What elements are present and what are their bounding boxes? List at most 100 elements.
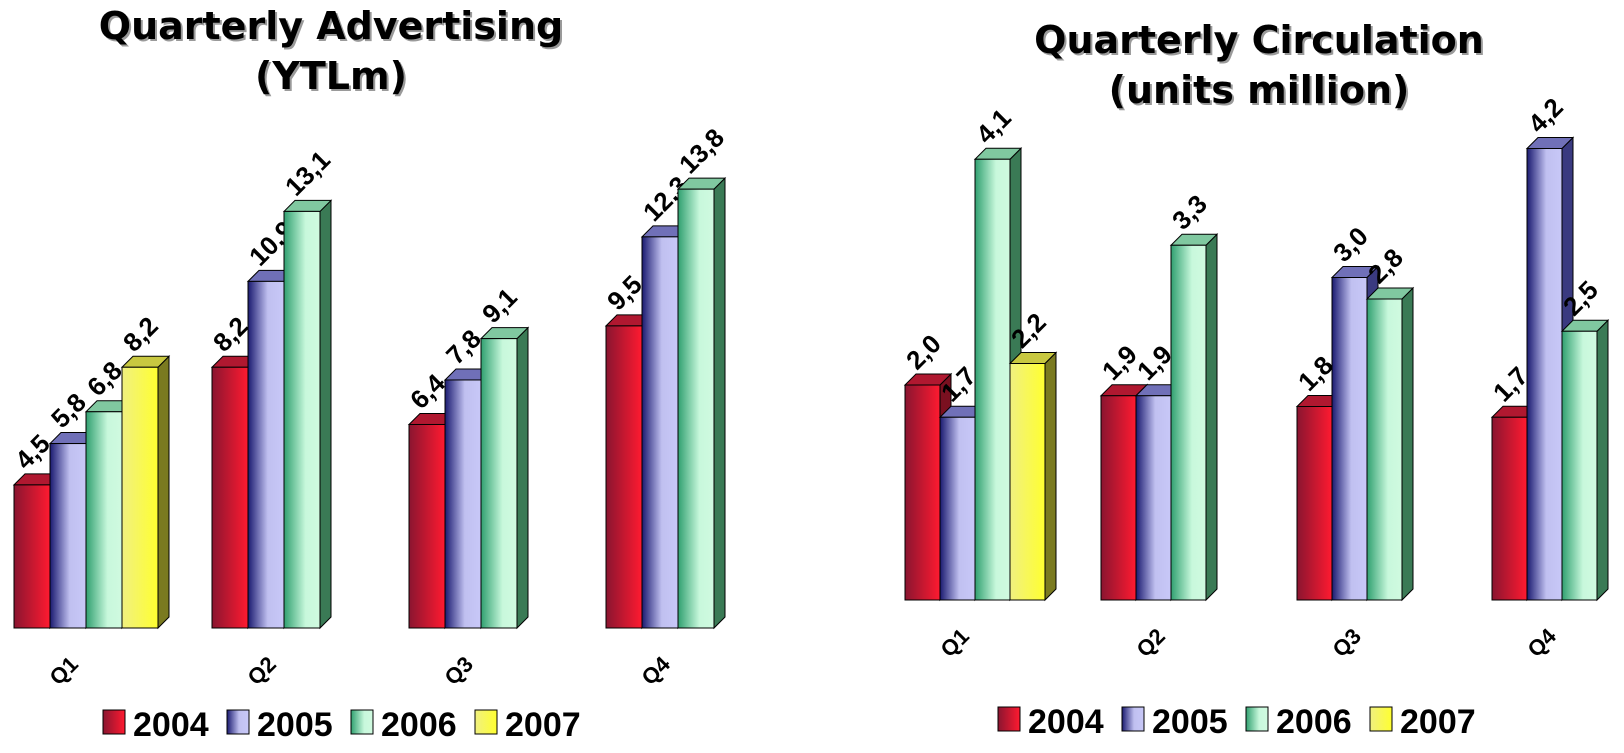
legend-item-2005: 2005	[226, 706, 333, 744]
x-tick-label: Q2	[1131, 623, 1169, 661]
bar-front	[1331, 277, 1368, 601]
bar-front	[1100, 395, 1137, 601]
data-label: 3,3	[1166, 189, 1213, 236]
legend-swatch	[350, 709, 374, 735]
legend-label: 2004	[133, 706, 209, 744]
bar: 8,2	[117, 311, 171, 630]
bar-side	[157, 355, 170, 630]
bar-side	[1044, 351, 1057, 602]
bar-front	[85, 411, 123, 629]
legend-swatch	[1121, 706, 1145, 732]
legend-item-2006: 2006	[350, 706, 457, 744]
legend: 2004 2005 2006 2007	[102, 706, 581, 744]
chart-title-line-1: Quarterly Circulation	[1034, 18, 1484, 62]
data-label: 4,2	[1522, 92, 1569, 139]
legend-label: 2007	[1400, 703, 1476, 741]
legend-swatch	[226, 709, 250, 735]
x-tick-label: Q4	[1522, 623, 1561, 662]
bar: 13,1	[279, 145, 336, 630]
bar-front	[1009, 363, 1046, 601]
bar: 13,8	[673, 122, 730, 630]
bar-front	[211, 366, 249, 629]
chart-title: Quarterly Circulation Quarterly Circulat…	[1034, 18, 1486, 114]
bar-front	[1296, 406, 1333, 601]
bar-side	[1596, 319, 1609, 602]
bar-front	[1491, 416, 1528, 601]
bar-front	[1170, 244, 1207, 601]
bar-front	[904, 384, 941, 601]
legend-item-2007: 2007	[1369, 703, 1476, 741]
x-tick-label: Q3	[1327, 623, 1365, 661]
legend-swatch	[997, 706, 1021, 732]
x-tick-label: Q1	[935, 623, 973, 661]
data-label: 13,1	[279, 145, 336, 202]
bar: 2,8	[1362, 242, 1415, 602]
x-tick-labels: Q1 Q2 Q3 Q4	[44, 651, 675, 690]
bar-front	[605, 325, 643, 629]
legend-swatch	[102, 709, 126, 735]
data-label: 5,8	[45, 387, 92, 434]
legend-swatch	[1245, 706, 1269, 732]
legend-item-2007: 2007	[474, 706, 581, 744]
bar-front	[939, 416, 976, 601]
bar-front	[408, 423, 446, 629]
legend-label: 2004	[1028, 703, 1104, 741]
data-label: 2,0	[900, 328, 947, 375]
legend-label: 2005	[257, 706, 333, 744]
advertising-chart: Quarterly Advertising Quarterly Advertis…	[9, 4, 730, 744]
chart-title-line-2: (YTLm)	[255, 54, 407, 98]
legend-label: 2005	[1152, 703, 1228, 741]
chart-title-line-2: (units million)	[1109, 68, 1410, 112]
x-tick-label: Q3	[439, 651, 477, 689]
bar-front	[1366, 298, 1403, 601]
x-tick-label: Q1	[44, 651, 82, 689]
legend-item-2006: 2006	[1245, 703, 1352, 741]
legend-swatch	[474, 709, 498, 735]
chart-title-line-1: Quarterly Advertising	[99, 4, 563, 48]
data-label: 4,5	[9, 428, 56, 475]
legend-item-2005: 2005	[1121, 703, 1228, 741]
data-label: 7,8	[440, 323, 487, 370]
bar-front	[444, 379, 482, 629]
data-label: 8,2	[117, 311, 164, 358]
legend: 2004 2005 2006 2007	[997, 703, 1476, 741]
legend-item-2004: 2004	[997, 703, 1104, 741]
data-label: 6,8	[81, 355, 128, 402]
legend-label: 2007	[505, 706, 581, 744]
data-label: 6,4	[404, 368, 451, 415]
bar-front	[677, 188, 715, 629]
bar-front	[1135, 395, 1172, 601]
bar: 3,3	[1166, 189, 1219, 602]
x-tick-label: Q2	[242, 651, 280, 689]
bar-front	[49, 443, 87, 629]
bar: 2,5	[1557, 275, 1610, 602]
bar-front	[974, 158, 1011, 601]
bar-side	[713, 176, 726, 630]
bar-front	[641, 236, 679, 629]
bar-front	[1526, 148, 1563, 601]
x-tick-label: Q4	[636, 651, 675, 690]
legend-swatch	[1369, 706, 1393, 732]
bars-group: 4,55,86,88,2 8,210,913,16,47,89,1 9,512,31…	[9, 122, 730, 630]
bar-side	[1205, 233, 1218, 602]
svg-text:Quarterly Advertising: Quarterly Advertising	[101, 6, 565, 50]
bar-side	[516, 326, 529, 630]
svg-text:(YTLm): (YTLm)	[257, 56, 409, 100]
svg-text:Quarterly Circulation: Quarterly Circulation	[1036, 20, 1486, 64]
bar-front	[121, 366, 159, 629]
bar-side	[319, 199, 332, 630]
legend-item-2004: 2004	[102, 706, 209, 744]
bar: 9,1	[476, 282, 530, 630]
legend-label: 2006	[381, 706, 457, 744]
data-label: 13,8	[673, 122, 730, 179]
svg-text:(units million): (units million)	[1111, 70, 1412, 114]
x-tick-labels: Q1 Q2 Q3 Q4	[935, 623, 1561, 662]
bar-side	[1401, 286, 1414, 602]
circulation-chart: Quarterly Circulation Quarterly Circulat…	[900, 18, 1610, 741]
bar-front	[480, 338, 518, 629]
bar-front	[283, 210, 321, 629]
bars-group: 2,01,74,12,21,91,93,31,83,02,81,74,22,5	[900, 92, 1610, 602]
legend-label: 2006	[1276, 703, 1352, 741]
bar-front	[247, 280, 285, 629]
